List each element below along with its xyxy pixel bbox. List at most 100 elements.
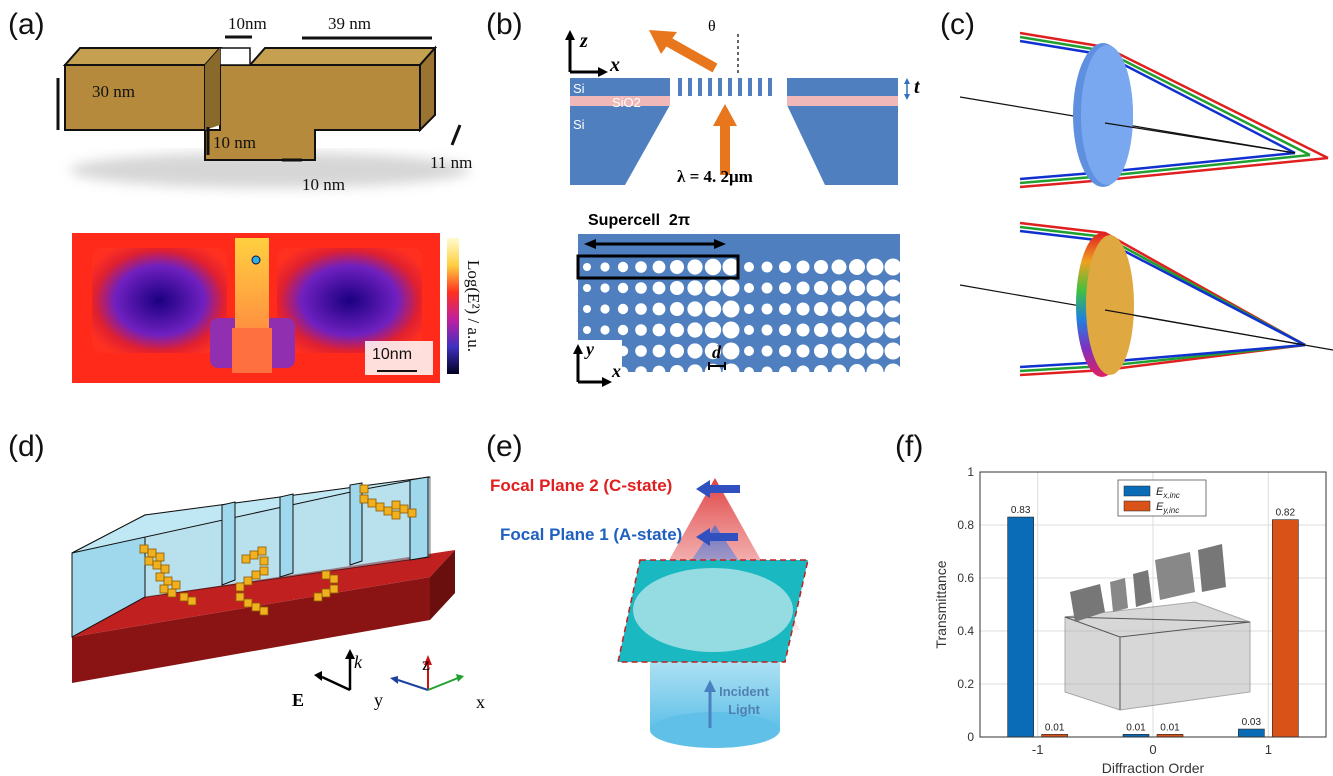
unit-cell: [797, 366, 810, 379]
unit-cell: [849, 301, 865, 317]
dim-bottom-width: 10 nm: [302, 175, 345, 195]
cube: [244, 599, 252, 607]
cube: [360, 495, 368, 503]
unit-cell: [744, 304, 754, 314]
panel-d-device: [60, 465, 480, 695]
cube: [164, 577, 172, 585]
cube: [314, 593, 322, 601]
cube: [376, 503, 384, 511]
unit-cell: [705, 280, 721, 296]
bar: [1272, 520, 1298, 737]
x-axis-label: Diffraction Order: [1102, 760, 1205, 776]
unit-cell: [653, 366, 666, 379]
unit-cell: [814, 344, 828, 358]
unit-cell: [779, 282, 791, 294]
unit-cell: [635, 303, 647, 315]
unit-cell: [814, 323, 828, 337]
cube: [148, 549, 156, 557]
cube: [156, 573, 164, 581]
unit-cell: [832, 323, 847, 338]
scale-bar-label: 10nm: [372, 346, 412, 364]
ytick-label: 0.2: [957, 677, 974, 691]
unit-cell: [635, 324, 647, 336]
axis-x2-label: x: [612, 361, 621, 382]
unit-cell: [885, 280, 902, 297]
xtick-label: -1: [1032, 742, 1044, 757]
cube: [260, 567, 268, 575]
colorbar-label: Log(E²) / a.u.: [463, 238, 483, 374]
panel-label-f: (f): [895, 430, 923, 464]
bar: [1238, 729, 1264, 737]
unit-cell: [867, 301, 884, 318]
colorbar: [447, 238, 459, 374]
layer-si-top: Si: [573, 81, 585, 96]
axis-z-label: z: [580, 30, 588, 53]
unit-cell: [832, 260, 847, 275]
unit-cell: [814, 260, 828, 274]
unit-cell: [618, 304, 628, 314]
unit-cell: [600, 304, 609, 313]
cube: [180, 593, 188, 601]
unit-cell: [635, 345, 647, 357]
unit-cell: [670, 365, 684, 379]
legend-swatch: [1124, 501, 1150, 511]
unit-cell: [849, 259, 865, 275]
bar: [1008, 517, 1034, 737]
unit-cell: [885, 343, 902, 360]
unit-cell: [687, 364, 702, 379]
ytick-label: 0.8: [957, 518, 974, 532]
unit-cell: [762, 283, 773, 294]
cube: [161, 565, 169, 573]
ytick-label: 1: [967, 465, 974, 479]
unit-cell: [687, 343, 702, 358]
panel-label-b: (b): [486, 8, 523, 42]
unit-cell: [705, 259, 721, 275]
unit-cell: [867, 364, 884, 381]
unit-cell: [687, 259, 702, 274]
cube: [322, 571, 330, 579]
unit-cell: [600, 283, 609, 292]
cube: [260, 557, 268, 565]
ytick-label: 0: [967, 730, 974, 744]
unit-cell: [583, 284, 591, 292]
unit-cell: [687, 322, 702, 337]
theta-label: θ: [708, 18, 716, 36]
unit-cell: [600, 346, 609, 355]
unit-cell: [762, 346, 773, 357]
unit-cell: [797, 303, 810, 316]
unit-cell: [635, 366, 647, 378]
E-label: E: [292, 690, 304, 711]
cube: [172, 581, 180, 589]
cube: [236, 583, 244, 591]
cube: [252, 603, 260, 611]
unit-cell: [705, 322, 721, 338]
unit-cell: [779, 345, 791, 357]
cube: [145, 557, 153, 565]
cube: [168, 589, 176, 597]
axis-y2-label: y: [586, 339, 594, 360]
unit-cell: [849, 322, 865, 338]
unit-cell: [583, 305, 591, 313]
unit-cell: [744, 346, 754, 356]
unit-cell: [670, 323, 684, 337]
panel-label-d: (d): [8, 430, 45, 464]
unit-cell: [723, 343, 740, 360]
unit-cell: [867, 343, 884, 360]
cube: [252, 571, 260, 579]
unit-cell: [635, 261, 647, 273]
unit-cell: [583, 263, 591, 271]
unit-cell: [762, 262, 773, 273]
cube: [244, 577, 252, 585]
cube: [360, 485, 368, 493]
unit-cell: [600, 262, 609, 271]
unit-cell: [618, 283, 628, 293]
legend-swatch: [1124, 486, 1150, 496]
cube: [330, 575, 338, 583]
cube: [140, 545, 148, 553]
cube: [160, 585, 168, 593]
unit-cell: [670, 260, 684, 274]
cube: [153, 561, 161, 569]
unit-cell: [885, 259, 902, 276]
thickness-label: t: [914, 76, 920, 99]
data-label: 0.01: [1126, 722, 1146, 733]
